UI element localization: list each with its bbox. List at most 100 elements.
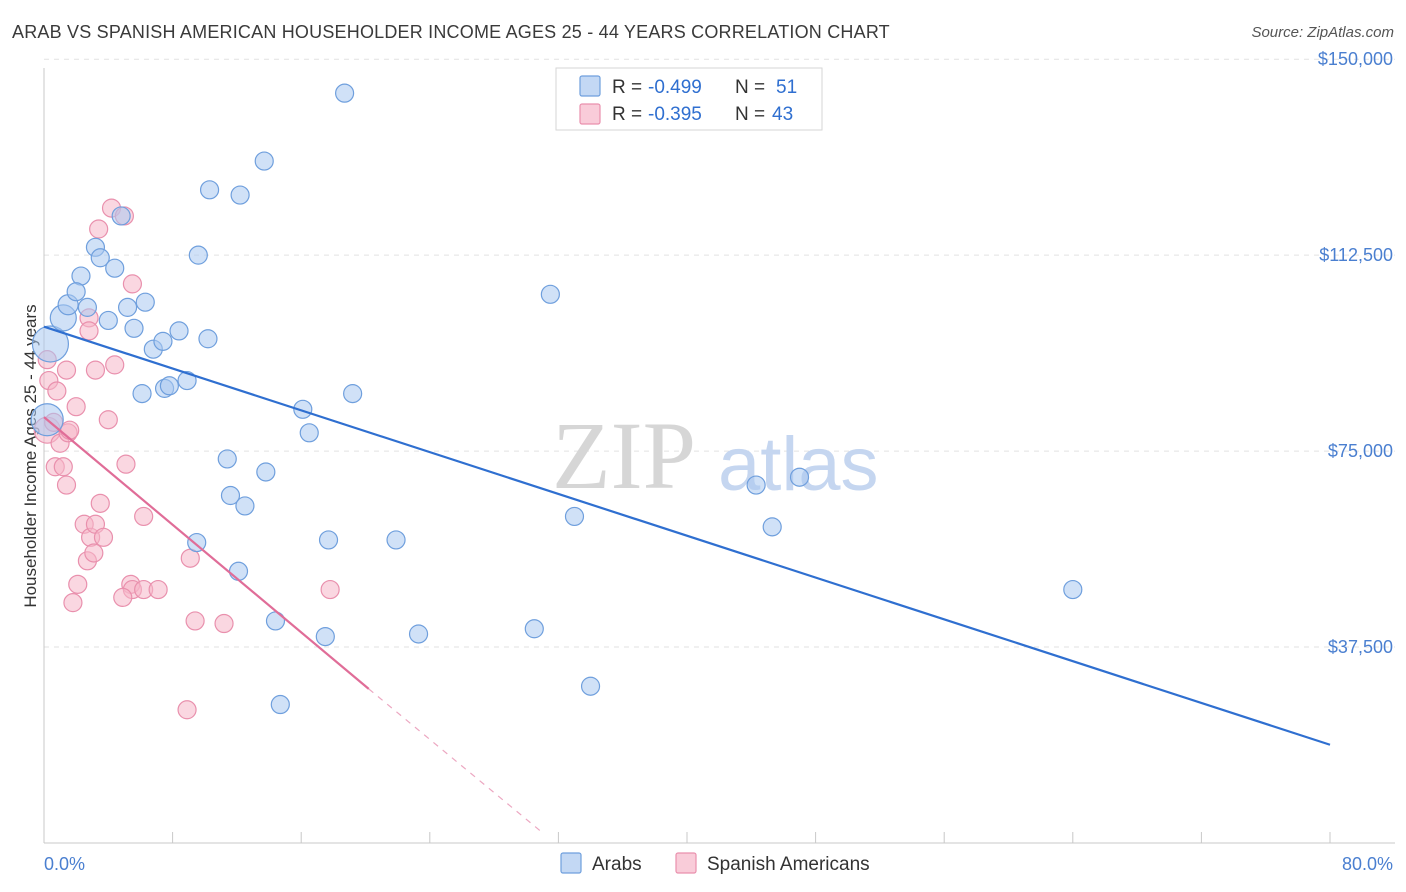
spanish-americans-point-10	[56, 360, 77, 380]
legend-n-label-spanish-americans: N =	[735, 104, 765, 125]
series-legend-label-arabs: Arabs	[592, 854, 642, 875]
chart-title: ARAB VS SPANISH AMERICAN HOUSEHOLDER INC…	[12, 22, 890, 42]
series-legend-swatch-spanish-americans	[675, 852, 697, 874]
x-tick-label-max: 80.0%	[1342, 854, 1393, 874]
arabs-point-9	[105, 258, 125, 278]
arabs-point-36	[228, 561, 249, 581]
arabs-point-16	[153, 331, 173, 351]
spanish-americans-point-29	[98, 410, 118, 430]
spanish-americans-point-41	[320, 579, 340, 600]
spanish-americans-point-4	[47, 381, 67, 401]
y-tick-label-0: $37,500	[1328, 637, 1393, 657]
spanish-americans-point-8	[56, 475, 77, 495]
arabs-point-23	[188, 245, 208, 265]
arabs-point-25	[230, 185, 250, 205]
spanish-americans-point-13	[68, 574, 88, 594]
arabs-point-24	[199, 180, 220, 200]
y-tick-label-3: $150,000	[1318, 49, 1393, 69]
spanish-americans-trend-extension	[368, 688, 543, 834]
spanish-americans-point-35	[134, 506, 154, 527]
series-legend-label-spanish-americans: Spanish Americans	[707, 854, 870, 875]
legend-r-label-spanish-americans: R =	[612, 104, 642, 125]
arabs-point-48	[789, 467, 810, 487]
spanish-americans-point-21	[93, 527, 114, 547]
arabs-point-39	[315, 626, 335, 647]
spanish-americans-point-23	[79, 321, 99, 341]
arabs-point-22	[198, 329, 218, 349]
arabs-point-14	[135, 292, 155, 312]
spanish-americans-point-18	[84, 543, 104, 563]
arabs-point-5	[66, 282, 86, 302]
spanish-americans-point-36	[148, 579, 168, 600]
spanish-americans-point-11	[60, 420, 80, 440]
arabs-point-50	[1063, 579, 1083, 600]
spanish-americans-point-20	[90, 493, 110, 513]
spanish-americans-points	[33, 198, 340, 720]
arabs-point-42	[408, 624, 429, 644]
arabs-point-38	[270, 694, 290, 715]
arabs-point-27	[335, 83, 355, 103]
spanish-americans-point-7	[53, 457, 73, 477]
arabs-point-31	[217, 449, 237, 469]
legend-n-label-arabs: N =	[735, 77, 765, 98]
arabs-point-20	[177, 370, 197, 391]
watermark-atlas: atlas	[718, 422, 879, 507]
spanish-americans-point-28	[105, 355, 125, 375]
arabs-point-40	[318, 530, 339, 550]
arabs-point-41	[386, 530, 406, 550]
spanish-americans-point-38	[185, 611, 205, 631]
arabs-point-34	[256, 462, 276, 482]
legend-swatch-spanish-americans	[579, 103, 601, 125]
trend-lines	[43, 325, 1331, 834]
legend-n-value-arabs: 51	[776, 77, 797, 98]
arabs-point-47	[746, 475, 766, 495]
arabs-point-21	[132, 384, 152, 404]
arabs-point-12	[117, 297, 138, 317]
arabs-point-45	[564, 506, 585, 527]
arabs-point-6	[77, 297, 98, 317]
legend-r-value-spanish-americans: -0.395	[648, 104, 702, 125]
gridlines	[44, 58, 1395, 648]
spanish-americans-point-42	[85, 360, 106, 380]
arabs-point-32	[220, 485, 241, 506]
arabs-point-43	[524, 619, 544, 639]
arabs-point-33	[235, 496, 255, 516]
arabs-point-1	[31, 325, 70, 363]
legend-r-label-arabs: R =	[612, 77, 642, 98]
x-tick-label-min: 0.0%	[44, 854, 85, 874]
spanish-americans-point-14	[63, 593, 83, 613]
spanish-americans-point-27	[122, 274, 143, 294]
legend-swatch-arabs	[579, 75, 601, 97]
arabs-point-10	[98, 310, 118, 331]
arabs-point-13	[124, 318, 144, 338]
series-legend-swatch-arabs	[560, 852, 582, 874]
y-axis-title: Householder Income Ages 25 - 44 years	[21, 304, 40, 607]
spanish-americans-trend-line	[43, 416, 370, 690]
arabs-point-19	[159, 376, 179, 396]
arabs-point-46	[580, 676, 601, 696]
arabs-point-35	[187, 532, 207, 553]
spanish-americans-point-24	[89, 219, 109, 239]
arabs-point-28	[293, 399, 313, 419]
y-tick-label-2: $112,500	[1319, 245, 1393, 265]
arabs-point-11	[111, 206, 131, 226]
arabs-trend-line	[43, 325, 1331, 746]
spanish-americans-point-12	[66, 397, 86, 417]
legend-box: R = -0.499 N = 51 R = -0.395 N = 43	[555, 67, 823, 131]
spanish-americans-point-40	[177, 700, 197, 720]
arabs-point-17	[169, 321, 189, 341]
spanish-americans-point-30	[116, 454, 136, 474]
source-credit: Source: ZipAtlas.com	[1251, 24, 1394, 41]
arabs-point-44	[540, 284, 560, 304]
y-axis-tick-labels: $37,500 $75,000 $112,500 $150,000	[1318, 49, 1393, 657]
arabs-point-8	[90, 248, 110, 268]
arabs-point-26	[254, 151, 274, 171]
spanish-americans-point-39	[214, 613, 234, 634]
arabs-point-30	[343, 384, 363, 404]
watermark-zip: ZIP	[552, 402, 696, 509]
arabs-point-37	[265, 611, 286, 631]
y-tick-label-1: $75,000	[1328, 441, 1393, 461]
x-axis-ticks	[43, 832, 1331, 843]
series-legend: Arabs Spanish Americans	[560, 852, 870, 875]
